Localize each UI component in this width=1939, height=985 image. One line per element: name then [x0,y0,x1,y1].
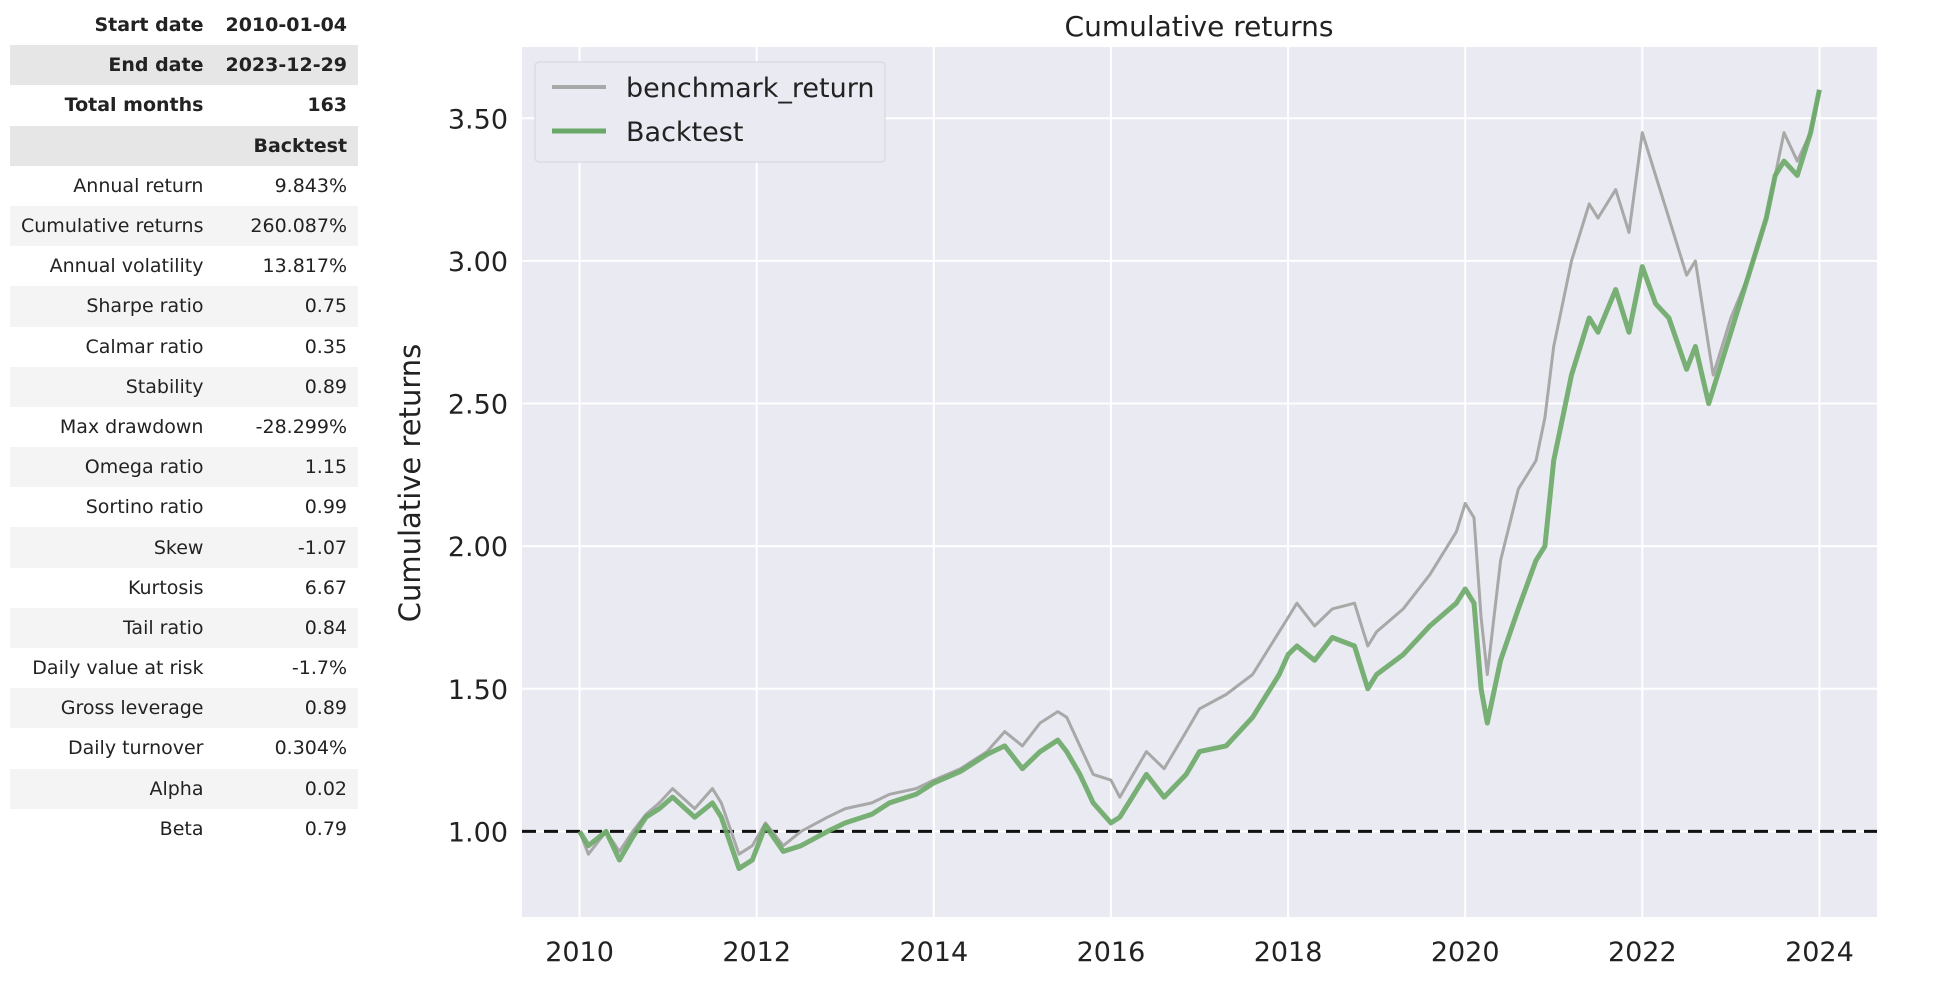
chart-title: Cumulative returns [1065,10,1334,43]
stat-value: 0.89 [214,688,359,729]
stat-label: Daily value at risk [32,657,204,680]
stats-row: Skew -1.07 [10,527,359,568]
stats-header-row: Total months 163 [10,85,358,125]
cumulative-returns-chart: 2010 2012 2014 2016 2018 2020 2022 2024 1.00 1.50… [393,10,1877,968]
stats-row: Tail ratio 0.84 [10,607,359,648]
stats-row: Beta 0.79 [10,809,358,849]
stat-label: Calmar ratio [85,335,204,358]
y-tick-label: 2.50 [448,390,508,421]
stat-label: End date [10,45,215,86]
stat-label: Tail ratio [10,607,215,648]
x-tick-label: 2018 [1254,937,1323,968]
stats-header-row: Start date 2010-01-04 [10,5,358,45]
stat-value: -1.7% [291,657,348,680]
stat-value: 9.843% [274,174,348,197]
grid-lines [522,47,1877,917]
series-line-benchmark [578,89,1821,856]
stats-header-row: End date 2023-12-29 [10,45,359,86]
stat-value: 163 [307,94,348,117]
x-tick-label: 2014 [899,937,968,968]
stat-label: Beta [159,817,204,840]
y-tick-label: 1.00 [448,817,508,848]
stat-label: Sortino ratio [85,496,204,519]
stats-row: Max drawdown -28.299% [10,407,358,447]
x-tick-label: 2020 [1431,937,1500,968]
x-tick-label: 2010 [545,937,614,968]
legend-box [534,61,886,163]
stats-row: Daily value at risk -1.7% [10,648,358,688]
stats-row: Annual return 9.843% [10,166,358,206]
y-tick-label: 3.00 [448,247,508,278]
stat-value: Backtest [214,125,359,166]
stat-value: 0.89 [214,366,359,407]
stat-label: Max drawdown [59,415,204,438]
stat-value: 0.79 [304,817,348,840]
stat-value: 6.67 [304,576,348,599]
stat-value: 0.99 [304,496,348,519]
plot-area [522,47,1877,917]
stat-label: Gross leverage [10,688,215,729]
stat-value: 2010-01-04 [225,14,348,37]
stat-label [10,125,215,166]
stat-value: 260.087% [214,205,359,247]
stat-label: Alpha [10,768,215,809]
y-tick-label: 1.50 [448,675,508,706]
stats-row: Calmar ratio 0.35 [10,327,358,367]
tick-labels: 2010 2012 2014 2016 2018 2020 2022 2024 1.00 1.50… [448,104,1854,968]
stat-value: 1.15 [214,447,359,488]
series-line-backtest [577,89,1822,871]
stats-row: Omega ratio 1.15 [10,447,359,488]
stat-value: 0.84 [214,607,359,648]
stat-label: Sharpe ratio [10,286,215,327]
stat-label: Cumulative returns [10,205,215,247]
stat-value: 0.304% [274,737,348,760]
legend-label-benchmark: benchmark_return [626,73,874,104]
stat-value: 13.817% [262,255,348,278]
stat-label: Daily turnover [67,737,204,760]
stat-value: 0.02 [214,768,359,809]
stat-label: Annual return [73,174,204,197]
stats-row: Gross leverage 0.89 [10,688,359,729]
stats-row: Daily turnover 0.304% [10,728,358,768]
stat-value: 0.75 [214,286,359,327]
stats-row: Sharpe ratio 0.75 [10,286,359,327]
stat-label: Total months [64,94,204,117]
legend: benchmark_return Backtest [534,61,886,163]
x-tick-label: 2012 [722,937,791,968]
legend-label-backtest: Backtest [626,117,743,148]
stat-label: Annual volatility [49,255,204,278]
stat-value: 0.35 [304,335,348,358]
x-tick-label: 2024 [1785,937,1854,968]
stats-row: Alpha 0.02 [10,768,359,809]
stats-header-row: Backtest [10,125,359,166]
y-tick-label: 3.50 [448,104,508,135]
series-layer [577,89,1822,871]
stat-value: -1.07 [214,527,359,568]
stat-label: Skew [10,527,215,568]
stat-value: 2023-12-29 [214,45,359,86]
stat-label: Stability [10,366,215,407]
stat-value: -28.299% [255,415,348,438]
performance-stats-table: Start date 2010-01-04 End date 2023-12-29 To… [10,5,359,849]
stat-label: Omega ratio [10,447,215,488]
stats-row: Annual volatility 13.817% [10,246,358,286]
x-tick-label: 2016 [1077,937,1146,968]
x-tick-label: 2022 [1608,937,1677,968]
stats-row: Stability 0.89 [10,366,359,407]
stats-row: Sortino ratio 0.99 [10,487,358,527]
stats-row: Cumulative returns 260.087% [10,205,359,247]
y-axis-label: Cumulative returns [393,344,427,623]
stat-label: Start date [94,14,204,37]
y-tick-label: 2.00 [448,532,508,563]
stat-label: Kurtosis [127,576,204,599]
stats-row: Kurtosis 6.67 [10,568,358,608]
